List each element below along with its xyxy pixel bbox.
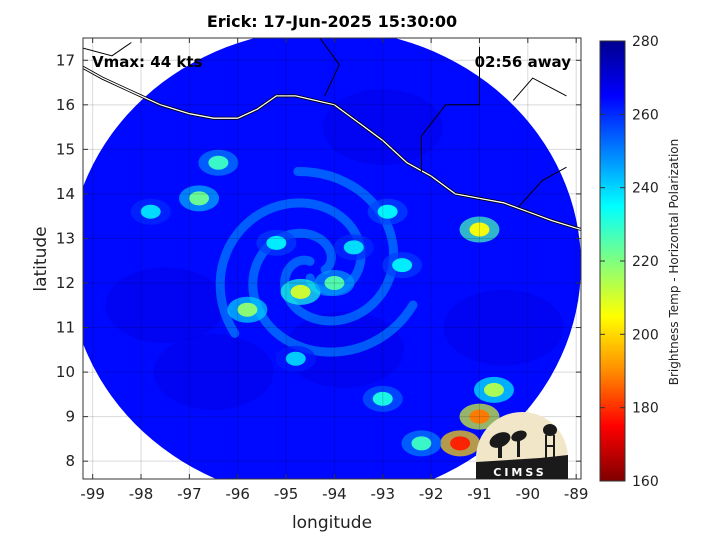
x-tick-label: -90 (516, 485, 541, 503)
y-tick-label: 17 (56, 51, 75, 69)
border-line (512, 77, 567, 101)
colorbar-tick-label: 200 (632, 327, 659, 343)
colorbar-tick-label: 160 (632, 474, 659, 490)
y-tick-label: 12 (56, 274, 75, 292)
x-tick-label: -97 (177, 485, 202, 503)
x-tick-label: -98 (129, 485, 154, 503)
vmax-label: Vmax: 44 kts (92, 53, 202, 71)
cimss-logo: CIMSS (476, 412, 568, 479)
y-tick-label: 11 (56, 319, 75, 337)
x-tick-label: -92 (419, 485, 444, 503)
convective-feature (280, 278, 321, 305)
x-tick-label: -95 (274, 485, 299, 503)
y-axis-label: latitude (31, 226, 51, 291)
colorbar-tick-label: 180 (632, 401, 659, 417)
grid-lines (83, 38, 581, 479)
convective-feature (440, 430, 481, 457)
x-tick-label: -91 (467, 485, 492, 503)
colorbar-tick-label: 260 (632, 107, 659, 123)
coastline-path (83, 66, 581, 231)
y-ticks: 8 9 10 11 12 13 14 15 16 17 (56, 51, 581, 470)
border-line (420, 46, 480, 172)
convective-feature (314, 270, 355, 296)
colorbar-label: Brightness Temp - Horizontal Polarizatio… (667, 139, 681, 386)
convective-feature (459, 216, 500, 243)
microwave-swath (83, 38, 581, 479)
convective-feature (179, 185, 220, 212)
border-line (319, 38, 340, 97)
x-tick-label: -99 (80, 485, 105, 503)
convective-feature (227, 296, 268, 323)
x-ticks: -99 -98 -97 -96 -95 -94 -93 -92 -91 -90 -89 (80, 38, 588, 503)
border-line (83, 42, 132, 57)
convective-feature (275, 345, 316, 372)
y-tick-label: 16 (56, 96, 75, 114)
border-line (517, 166, 567, 208)
y-tick-label: 9 (65, 408, 75, 426)
colorbar-tick-label: 220 (632, 254, 659, 270)
x-axis-label: longitude (292, 513, 372, 533)
convective-feature (459, 403, 500, 430)
convective-feature (367, 198, 408, 225)
y-tick-label: 10 (56, 363, 75, 381)
convective-feature (382, 252, 423, 279)
x-tick-label: -93 (371, 485, 396, 503)
map-axes: -99 -98 -97 -96 -95 -94 -93 -92 -91 -90 -89 8 9 10 11… (56, 37, 588, 503)
swath-texture (443, 289, 564, 366)
convective-feature (362, 385, 403, 412)
figure-title: Erick: 17-Jun-2025 15:30:00 (207, 12, 457, 31)
swath-texture (153, 334, 274, 411)
rain-band (248, 228, 418, 357)
swath-texture (322, 89, 443, 166)
y-tick-label: 8 (65, 452, 75, 470)
x-tick-label: -89 (564, 485, 589, 503)
convective-feature (333, 234, 374, 261)
y-tick-label: 14 (56, 185, 75, 203)
convective-feature (473, 376, 514, 403)
y-tick-label: 13 (56, 229, 75, 247)
convective-feature (401, 430, 442, 457)
time-away-label: 02:56 away (475, 53, 572, 71)
colorbar-tick-label: 280 (632, 34, 659, 50)
x-tick-label: -96 (225, 485, 250, 503)
convective-feature (256, 229, 297, 256)
convective-feature (198, 149, 239, 176)
x-tick-label: -94 (322, 485, 347, 503)
coastline (83, 38, 581, 231)
colorbar-tick-label: 240 (632, 181, 659, 197)
y-tick-label: 15 (56, 140, 75, 158)
colorbar: 160 180 200 220 240 260 280 Brightness Temp - … (599, 34, 681, 490)
swath-texture (105, 267, 226, 344)
logo-text: CIMSS (493, 466, 546, 479)
convective-feature (130, 198, 171, 225)
